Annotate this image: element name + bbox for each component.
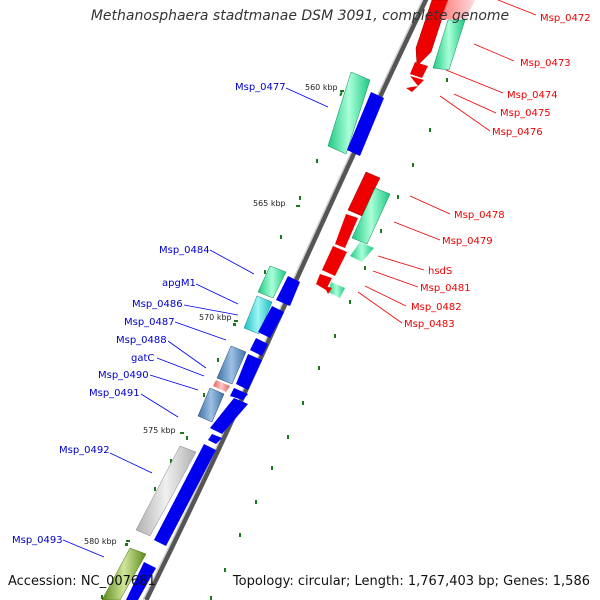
gene-label-0482[interactable]: Msp_0482 — [411, 302, 462, 313]
left-gene-labels: Msp_0477 Msp_0484 apgM1 Msp_0486 Msp_048… — [12, 82, 286, 546]
gene-label-0492[interactable]: Msp_0492 — [59, 445, 110, 456]
accession-text: Accession: NC_007681 — [8, 574, 156, 589]
gene-shape-0479[interactable] — [351, 187, 391, 245]
gene-shape-0479b[interactable] — [350, 242, 374, 262]
forward-strand-genes — [316, 0, 475, 298]
gene-shape-0483[interactable] — [324, 286, 332, 294]
ruler-570: 570 kbp — [199, 313, 238, 322]
gene-label-hsdS[interactable]: hsdS — [428, 266, 452, 277]
gene-shape-apgM1[interactable] — [243, 295, 273, 335]
gene-label-0483[interactable]: Msp_0483 — [404, 319, 455, 330]
ruler-label-580: 580 kbp — [84, 537, 117, 546]
gene-shape-0493-rev[interactable] — [126, 562, 156, 600]
gene-label-0488[interactable]: Msp_0488 — [116, 335, 167, 346]
ruler-label-575: 575 kbp — [143, 426, 176, 435]
gene-shape-0472[interactable] — [415, 0, 449, 67]
gene-shape-0484-rev[interactable] — [276, 276, 300, 306]
gene-label-0486[interactable]: Msp_0486 — [132, 299, 183, 310]
gene-shape-gatC[interactable] — [213, 380, 230, 392]
gene-label-0475[interactable]: Msp_0475 — [500, 108, 551, 119]
left-leader-lines — [62, 87, 329, 558]
ruler-label-560: 560 kbp — [305, 83, 338, 92]
gene-label-apgM1[interactable]: apgM1 — [162, 278, 196, 289]
gene-shape-0488[interactable] — [216, 345, 247, 385]
gene-shape-0491[interactable] — [197, 387, 225, 423]
ruler-label-565: 565 kbp — [253, 199, 286, 208]
gene-label-0493[interactable]: Msp_0493 — [12, 535, 63, 546]
gene-label-0487[interactable]: Msp_0487 — [124, 317, 175, 328]
gene-label-0491[interactable]: Msp_0491 — [89, 388, 140, 399]
gene-label-0473[interactable]: Msp_0473 — [520, 58, 571, 69]
gene-label-0478[interactable]: Msp_0478 — [454, 210, 505, 221]
genome-summary-text: Topology: circular; Length: 1,767,403 bp… — [232, 574, 590, 589]
gene-label-0490[interactable]: Msp_0490 — [98, 370, 149, 381]
gene-shape-0472-overlay — [440, 0, 475, 20]
gene-label-gatC[interactable]: gatC — [131, 353, 154, 364]
ruler-575: 575 kbp — [143, 426, 184, 435]
gene-label-0474[interactable]: Msp_0474 — [507, 90, 558, 101]
gene-shape-0478b[interactable] — [335, 214, 358, 248]
gene-shape-0476[interactable] — [406, 86, 418, 92]
gene-label-0477[interactable]: Msp_0477 — [235, 82, 286, 93]
gene-label-0481[interactable]: Msp_0481 — [420, 283, 471, 294]
right-leader-lines — [357, 0, 537, 324]
gene-shape-0482[interactable] — [328, 282, 345, 298]
gene-shape-0493[interactable] — [101, 547, 147, 600]
gene-shape-0492[interactable] — [135, 445, 197, 537]
gene-shape-0475[interactable] — [410, 76, 424, 86]
gene-shape-hsdS[interactable] — [322, 246, 347, 276]
gene-shape-0477[interactable] — [327, 71, 371, 155]
gene-label-0484[interactable]: Msp_0484 — [159, 245, 210, 256]
gene-shape-0491-small[interactable] — [208, 434, 222, 444]
gene-shape-0477-rev[interactable] — [347, 92, 384, 156]
gene-label-0479[interactable]: Msp_0479 — [442, 236, 493, 247]
gene-shape-0490[interactable] — [230, 388, 248, 400]
gene-shape-0488-rev[interactable] — [236, 354, 262, 390]
right-gene-labels: Msp_0472 Msp_0473 Msp_0474 Msp_0475 Msp_… — [404, 13, 591, 330]
gene-label-0472[interactable]: Msp_0472 — [540, 13, 591, 24]
ruler-580: 580 kbp — [84, 537, 130, 546]
gene-shape-0484[interactable] — [257, 265, 287, 299]
ruler-label-570: 570 kbp — [199, 313, 232, 322]
gene-shape-0486[interactable] — [258, 306, 284, 338]
gene-shape-0492-rev[interactable] — [154, 444, 216, 546]
genome-backbone-highlight — [142, 0, 424, 600]
gene-shape-0487[interactable] — [250, 338, 268, 356]
reverse-strand-genes — [101, 71, 384, 600]
gene-label-0476[interactable]: Msp_0476 — [492, 127, 543, 138]
gene-shape-0474[interactable] — [410, 62, 428, 78]
gene-shape-0481[interactable] — [316, 274, 332, 290]
gene-shape-0491-rev[interactable] — [210, 398, 248, 434]
gene-shape-0473[interactable] — [432, 19, 466, 71]
map-title: Methanosphaera stadtmanae DSM 3091, comp… — [90, 8, 510, 24]
ruler-560: 560 kbp — [305, 83, 344, 92]
ruler-565: 565 kbp — [253, 199, 300, 208]
